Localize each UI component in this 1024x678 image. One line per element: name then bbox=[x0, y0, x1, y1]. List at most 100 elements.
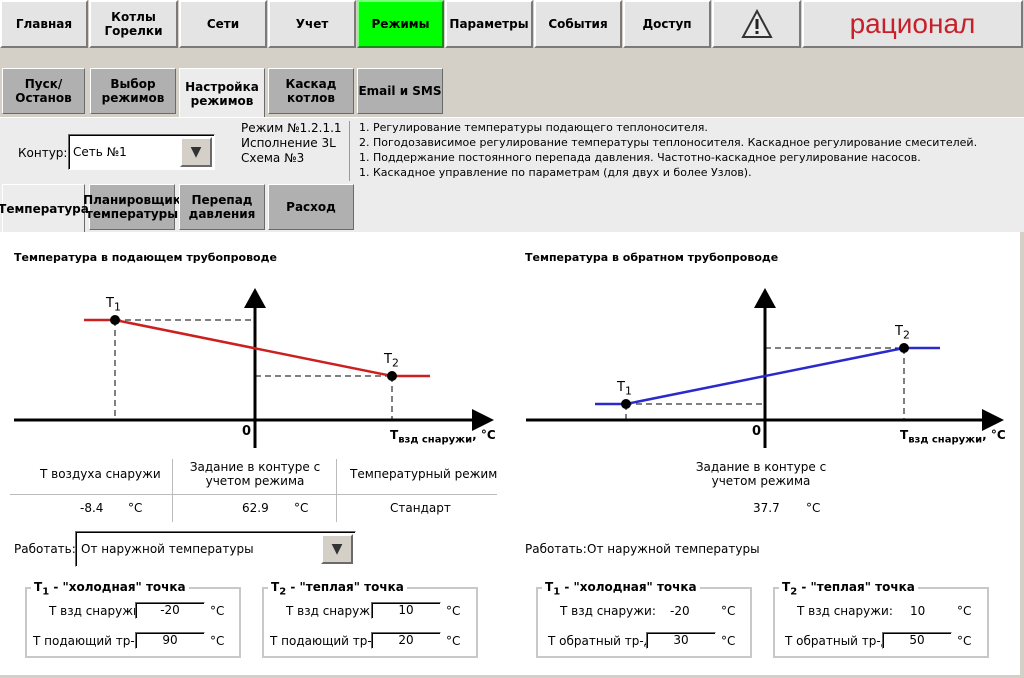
contour-select-value: Сеть №1 bbox=[73, 145, 127, 159]
return-cold-outside-value: -20 bbox=[670, 604, 690, 618]
supply-table-divider-2 bbox=[336, 459, 337, 522]
mode-description-2: 2. Погодозависимое регулирование темпера… bbox=[359, 136, 978, 149]
supply-warm-outside-unit: °C bbox=[446, 604, 461, 618]
return-t2-point bbox=[899, 343, 909, 353]
return-cold-flow-input[interactable]: 30 bbox=[646, 632, 716, 649]
tab-start-stop[interactable]: Пуск/Останов bbox=[2, 68, 85, 114]
return-cold-point-group: T1 - "холодная" точка bbox=[536, 580, 752, 658]
mode-description-4: 1. Каскадное управление по параметрам (д… bbox=[359, 166, 752, 179]
supply-warm-outside-label: Т взд снаружи: bbox=[286, 604, 382, 618]
return-warm-point-title: T2 - "теплая" точка bbox=[779, 580, 918, 598]
return-curve-diagram bbox=[526, 288, 1004, 448]
return-t1-point bbox=[621, 399, 631, 409]
return-warm-flow-input[interactable]: 50 bbox=[882, 632, 952, 649]
supply-x-axis-label: Tвзд снаружи, °C bbox=[390, 428, 496, 446]
supply-warm-outside-input[interactable]: 10 bbox=[371, 602, 441, 619]
return-origin-label: 0 bbox=[752, 424, 762, 439]
tab-flow[interactable]: Расход bbox=[268, 184, 354, 230]
return-warm-outside-value: 10 bbox=[910, 604, 926, 618]
tab-mode-select[interactable]: Выбор режимов bbox=[90, 68, 176, 114]
contour-label: Контур: bbox=[18, 146, 68, 160]
brand-logo: рационал bbox=[802, 0, 1023, 48]
supply-outside-unit: °C bbox=[128, 501, 143, 515]
supply-setpoint-value: 62.9 bbox=[242, 501, 269, 515]
mode-number: Режим №1.2.1.1 bbox=[241, 121, 342, 135]
supply-curve-line bbox=[84, 318, 430, 378]
contour-select[interactable]: Сеть №1 ▼ bbox=[68, 134, 215, 170]
supply-cold-outside-input[interactable]: -20 bbox=[135, 602, 205, 619]
return-curve-line bbox=[595, 346, 940, 406]
tab-email-sms[interactable]: Email и SMS bbox=[357, 68, 443, 114]
nav-alarm-button[interactable] bbox=[712, 0, 801, 48]
nav-modes-button[interactable]: Режимы bbox=[357, 0, 444, 48]
supply-outside-temp: -8.4 bbox=[80, 501, 104, 515]
chevron-down-icon[interactable]: ▼ bbox=[321, 534, 353, 564]
supply-work-label: Работать: bbox=[14, 542, 76, 556]
supply-cold-outside-label: Т взд снаружи: bbox=[49, 604, 145, 618]
nav-home-button[interactable]: Главная bbox=[0, 0, 88, 48]
supply-cold-point-group: T1 - "холодная" точка bbox=[25, 580, 241, 658]
supply-cold-point-title: T1 - "холодная" точка bbox=[31, 580, 189, 598]
supply-header-mode: Температурный режим bbox=[350, 467, 498, 481]
supply-warm-flow-label: Т подающий тр-д: bbox=[270, 634, 385, 648]
nav-access-button[interactable]: Доступ bbox=[623, 0, 711, 48]
supply-origin-label: 0 bbox=[242, 424, 252, 439]
mode-description-1: 1. Регулирование температуры подающего т… bbox=[359, 121, 708, 134]
supply-cold-flow-unit: °C bbox=[210, 634, 225, 648]
supply-setpoint-unit: °C bbox=[294, 501, 309, 515]
supply-t1-label: T1 bbox=[106, 296, 121, 314]
supply-work-select[interactable]: От наружной температуры ▼ bbox=[75, 531, 356, 567]
supply-cold-flow-label: Т подающий тр-д: bbox=[33, 634, 148, 648]
return-work-label: Работать: bbox=[525, 542, 587, 556]
warning-triangle-icon bbox=[740, 9, 773, 38]
return-cold-outside-unit: °C bbox=[721, 604, 736, 618]
nav-networks-button[interactable]: Сети bbox=[179, 0, 267, 48]
supply-table-rule bbox=[10, 494, 497, 495]
mode-scheme: Схема №3 bbox=[241, 151, 305, 165]
supply-t1-point bbox=[110, 315, 120, 325]
return-header-setpoint: Задание в контуре с учетом режима bbox=[695, 460, 827, 488]
supply-table-divider-1 bbox=[172, 459, 173, 522]
return-work-value: От наружной температуры bbox=[587, 542, 760, 556]
supply-warm-flow-unit: °C bbox=[446, 634, 461, 648]
supply-header-setpoint: Задание в контуре с учетом режима bbox=[189, 460, 321, 488]
supply-cold-flow-input[interactable]: 90 bbox=[135, 632, 205, 649]
return-cold-outside-label: Т взд снаружи: bbox=[560, 604, 656, 618]
tab-pressure-differential[interactable]: Перепад давления bbox=[179, 184, 265, 230]
nav-metering-button[interactable]: Учет bbox=[268, 0, 356, 48]
return-warm-flow-label: Т обратный тр-д: bbox=[785, 634, 894, 648]
return-cold-flow-unit: °C bbox=[721, 634, 736, 648]
temperature-panel bbox=[0, 232, 1020, 675]
mode-description-3: 1. Поддержание постоянного перепада давл… bbox=[359, 151, 921, 164]
tab-boiler-cascade[interactable]: Каскад котлов bbox=[268, 68, 354, 114]
supply-mode-value: Стандарт bbox=[390, 501, 451, 515]
return-warm-flow-unit: °C bbox=[957, 634, 972, 648]
tab-temperature-scheduler[interactable]: Планировщик температуры bbox=[83, 184, 181, 230]
supply-cold-outside-unit: °C bbox=[210, 604, 225, 618]
return-t1-label: T1 bbox=[617, 380, 632, 398]
mode-version: Исполнение 3L bbox=[241, 136, 336, 150]
supply-t2-label: T2 bbox=[384, 352, 399, 370]
return-warm-outside-unit: °C bbox=[957, 604, 972, 618]
return-warm-point-group: T2 - "теплая" точка bbox=[773, 580, 989, 658]
supply-curve-diagram bbox=[14, 288, 494, 448]
nav-events-button[interactable]: События bbox=[534, 0, 622, 48]
tab-temperature[interactable]: Температура bbox=[0, 184, 89, 232]
return-setpoint-unit: °C bbox=[806, 501, 821, 515]
mode-divider bbox=[349, 121, 350, 181]
return-cold-point-title: T1 - "холодная" точка bbox=[542, 580, 700, 598]
supply-work-value: От наружной температуры bbox=[81, 542, 254, 556]
return-title: Температура в обратном трубопроводе bbox=[525, 251, 779, 264]
tab-mode-setup[interactable]: Настройка режимов bbox=[179, 68, 265, 118]
supply-warm-flow-input[interactable]: 20 bbox=[371, 632, 441, 649]
return-cold-flow-label: Т обратный тр-д: bbox=[548, 634, 657, 648]
supply-warm-point-group: T2 - "теплая" точка bbox=[262, 580, 478, 658]
supply-header-outside: Т воздуха снаружи bbox=[40, 467, 161, 481]
chevron-down-icon[interactable]: ▼ bbox=[180, 137, 212, 167]
return-setpoint-value: 37.7 bbox=[753, 501, 780, 515]
nav-parameters-button[interactable]: Параметры bbox=[445, 0, 533, 48]
return-warm-outside-label: Т взд снаружи: bbox=[797, 604, 893, 618]
nav-boilers-button[interactable]: Котлы Горелки bbox=[89, 0, 178, 48]
supply-warm-point-title: T2 - "теплая" точка bbox=[268, 580, 407, 598]
return-t2-label: T2 bbox=[895, 324, 910, 342]
